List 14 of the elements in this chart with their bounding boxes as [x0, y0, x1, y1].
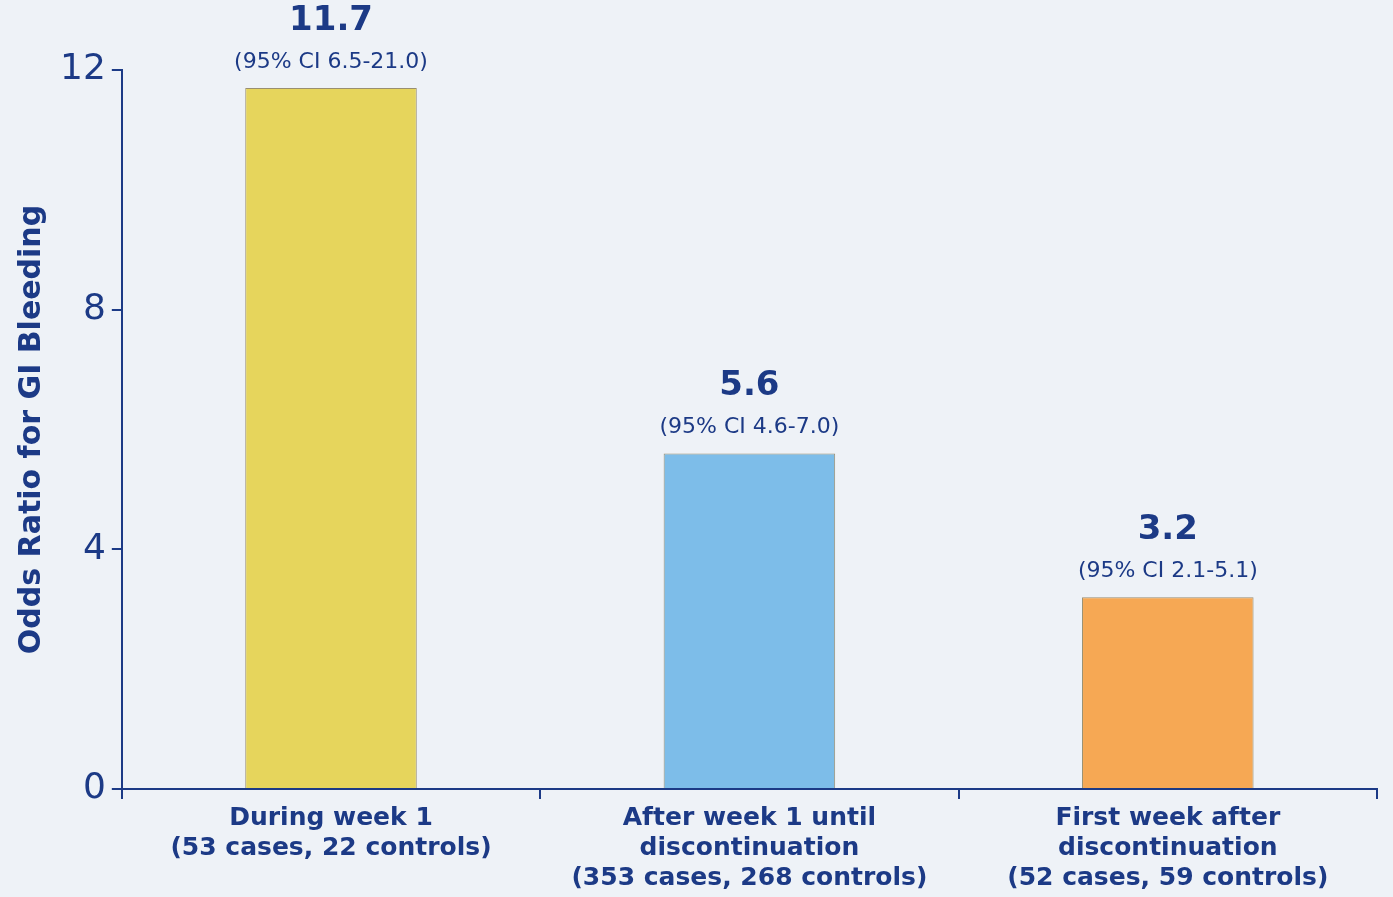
- annotation: (95% CI 4.6-7.0): [659, 413, 840, 439]
- y-tick-label: 12: [60, 46, 106, 88]
- annotation: (95% CI 6.5-21.0): [234, 47, 428, 73]
- y-tick-label: 8: [82, 286, 106, 328]
- x-tick-label: After week 1 until discontinuation (353 cases, 268 controls): [571, 801, 928, 891]
- annotation: (95% CI 2.1-5.1): [1077, 557, 1258, 583]
- x-tick-label: First week after discontinuation (52 cases, 59 controls): [1007, 801, 1329, 891]
- data-label: 3.2: [1137, 507, 1198, 548]
- y-tick-label: 0: [82, 765, 106, 807]
- data-label: 5.6: [719, 363, 780, 404]
- data-label: 11.7: [289, 0, 373, 38]
- x-tick-label: During week 1 (53 cases, 22 controls): [170, 801, 492, 861]
- y-tick-label: 4: [82, 525, 106, 567]
- y-axis-title: Odds Ratio for GI Bleeding: [11, 204, 47, 655]
